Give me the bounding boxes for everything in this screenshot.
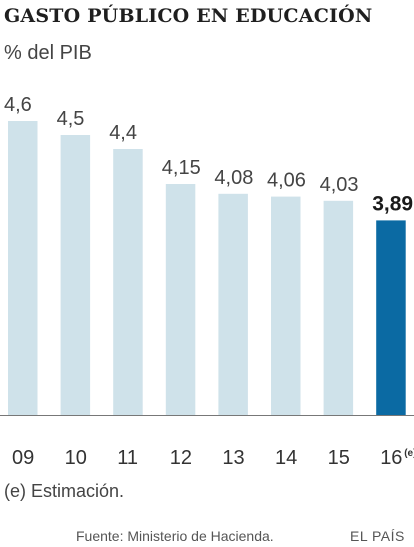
- source-credit: Fuente: Ministerio de Hacienda.: [76, 528, 274, 544]
- x-tick-label-14: 14: [275, 447, 297, 469]
- bar-value-label-11: 4,4: [109, 122, 137, 144]
- chart-subtitle: % del PIB: [4, 42, 92, 64]
- bar-15: [323, 200, 354, 415]
- x-tick-label-12: 12: [170, 447, 192, 469]
- bar-09: [8, 121, 38, 415]
- bar-12: [165, 184, 196, 415]
- x-tick-label-11: 11: [117, 447, 138, 469]
- bar-value-label-10: 4,5: [57, 108, 85, 130]
- bar-13: [218, 193, 248, 415]
- bar-value-label-15: 4,03: [320, 174, 359, 196]
- bar-value-label-12: 4,15: [162, 157, 201, 179]
- bar-value-label-16: 3,89: [372, 192, 413, 215]
- publisher-logo: EL PAÍS: [350, 528, 405, 544]
- x-tick-label-15: 15: [328, 447, 350, 469]
- bar-10: [60, 135, 91, 415]
- x-tick-label-16: 16: [380, 447, 402, 469]
- bar-value-label-13: 4,08: [214, 167, 253, 189]
- x-tick-suffix-16: (e): [404, 448, 414, 459]
- chart-title: GASTO PÚBLICO EN EDUCACIÓN: [4, 5, 373, 27]
- estimate-note: (e) Estimación.: [4, 481, 125, 501]
- x-tick-label-13: 13: [222, 447, 244, 469]
- x-tick-label-10: 10: [65, 447, 87, 469]
- bar-16: [376, 220, 406, 415]
- x-tick-label-09: 09: [12, 447, 34, 469]
- bar-14: [271, 196, 301, 415]
- bar-11: [113, 149, 143, 415]
- bar-value-label-14: 4,06: [267, 170, 306, 192]
- bar-value-label-09: 4,6: [4, 94, 32, 116]
